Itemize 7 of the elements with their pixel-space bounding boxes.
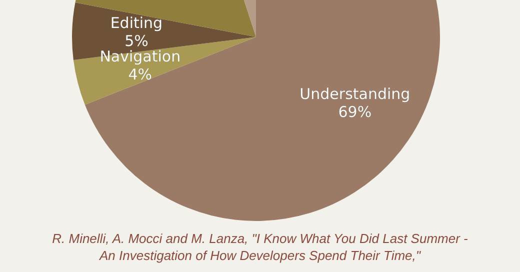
data-label: 5% xyxy=(124,32,148,50)
text: R. Minelli, A. Mocci and M. Lanza, "I Know What You Did Last Summer - An Investigation of How Developers Spend Their Time," xyxy=(51,230,469,264)
slice-label: Navigation xyxy=(100,48,181,66)
data-label: 69% xyxy=(338,103,372,122)
slice-label: Understanding xyxy=(300,85,410,104)
slice-label: Editing xyxy=(110,14,163,32)
data-label: 4% xyxy=(128,66,152,84)
